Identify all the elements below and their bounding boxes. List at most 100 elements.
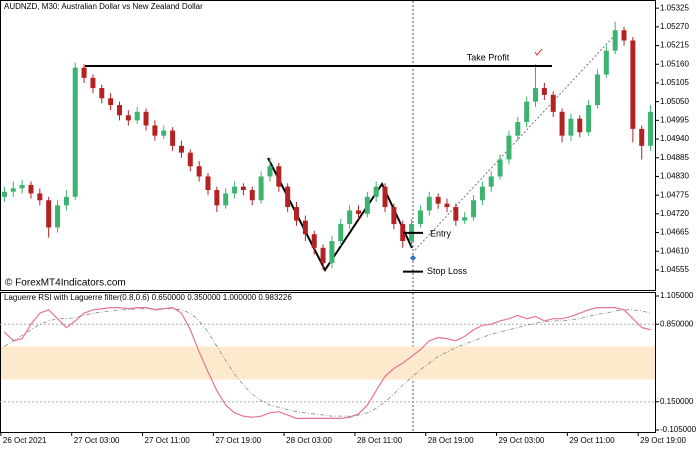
candle-body bbox=[294, 207, 300, 221]
candle-body bbox=[639, 128, 645, 146]
candle-body bbox=[258, 176, 264, 201]
x-tick-label: 28 Oct 03:00 bbox=[286, 436, 332, 445]
candle-body bbox=[594, 74, 600, 106]
candle-body bbox=[568, 118, 574, 136]
candle-body bbox=[391, 207, 397, 225]
indicator-title: Laguerre RSI with Laguerre filter(0.8,0.… bbox=[4, 293, 292, 302]
y-tick-label: 1.05050 bbox=[660, 97, 689, 106]
y-tick-label: 1.04830 bbox=[660, 172, 689, 181]
candle-body bbox=[28, 184, 34, 194]
candle-body bbox=[453, 207, 459, 221]
candle-body bbox=[373, 186, 379, 197]
candle-body bbox=[19, 184, 25, 189]
y-tick-label: 1.105000 bbox=[660, 291, 694, 300]
indicator-line bbox=[4, 306, 651, 419]
candle-body bbox=[267, 166, 273, 177]
candle-body bbox=[196, 166, 202, 177]
candle-body bbox=[116, 105, 122, 116]
candle-body bbox=[426, 196, 432, 211]
candle-body bbox=[214, 190, 220, 206]
candle-body bbox=[55, 205, 61, 228]
x-tick-label: 29 Oct 03:00 bbox=[499, 436, 545, 445]
candle-body bbox=[488, 176, 494, 187]
candle-body bbox=[550, 94, 556, 112]
indicator-panel-frame bbox=[0, 292, 656, 433]
candle-body bbox=[285, 186, 291, 208]
candle-body bbox=[630, 40, 636, 129]
check-mark bbox=[534, 48, 543, 56]
candle-body bbox=[240, 186, 246, 191]
x-tick-label: 29 Oct 11:00 bbox=[569, 436, 615, 445]
candle-body bbox=[338, 224, 344, 242]
main-panel-frame bbox=[0, 0, 656, 291]
x-tick-label: 26 Oct 2021 bbox=[3, 436, 47, 445]
candle-body bbox=[515, 122, 521, 136]
candle-body bbox=[444, 203, 450, 208]
candle-body bbox=[577, 118, 583, 133]
candle-body bbox=[603, 50, 609, 75]
candle-body bbox=[46, 200, 52, 228]
candle-body bbox=[178, 145, 184, 153]
x-tick-label: 29 Oct 19:00 bbox=[640, 436, 686, 445]
y-tick-label: 1.04610 bbox=[660, 246, 689, 255]
chart-title: AUDNZD, M30: Australian Dollar vs New Ze… bbox=[4, 2, 203, 11]
candle-body bbox=[170, 130, 176, 146]
candle-body bbox=[320, 247, 326, 264]
candle-body bbox=[161, 130, 167, 136]
candle-body bbox=[533, 88, 539, 102]
candle-body bbox=[187, 152, 193, 167]
watermark: © ForexMT4Indicators.com bbox=[5, 278, 126, 289]
candle-body bbox=[1, 191, 7, 197]
candle-body bbox=[400, 224, 406, 242]
y-tick-label: 0.150000 bbox=[660, 397, 694, 406]
candle-body bbox=[108, 98, 114, 106]
y-tick-label: 1.05160 bbox=[660, 59, 689, 68]
candle-body bbox=[382, 186, 388, 208]
candle-body bbox=[347, 210, 353, 225]
candle-body bbox=[311, 234, 317, 248]
y-tick-label: 1.04555 bbox=[660, 265, 689, 274]
candle-body bbox=[81, 67, 87, 78]
candle-body bbox=[63, 196, 69, 206]
candle-body bbox=[10, 188, 16, 192]
candle-body bbox=[462, 217, 468, 221]
zigzag-pattern bbox=[267, 157, 413, 272]
y-tick-label: 1.04885 bbox=[660, 153, 689, 162]
y-tick-label: -0.105000 bbox=[660, 425, 696, 434]
level-label: Take Profit bbox=[467, 52, 510, 62]
y-tick-label: 1.04665 bbox=[660, 228, 689, 237]
level-label: Entry bbox=[430, 228, 452, 238]
x-tick-label: 27 Oct 03:00 bbox=[74, 436, 120, 445]
y-tick-label: 0.850000 bbox=[660, 319, 694, 328]
candle-body bbox=[90, 77, 96, 89]
level-label: Stop Loss bbox=[427, 266, 468, 276]
candle-body bbox=[232, 186, 238, 194]
candle-body bbox=[497, 159, 503, 177]
candle-body bbox=[302, 220, 308, 235]
candle-body bbox=[621, 30, 627, 41]
candle-body bbox=[541, 88, 547, 95]
candle-body bbox=[134, 111, 140, 121]
candle-body bbox=[329, 241, 335, 264]
candle-body bbox=[223, 193, 229, 206]
y-tick-label: 1.04720 bbox=[660, 209, 689, 218]
y-tick-label: 1.05325 bbox=[660, 3, 689, 12]
y-tick-label: 1.05105 bbox=[660, 78, 689, 87]
candle-body bbox=[435, 196, 441, 204]
x-tick-label: 27 Oct 11:00 bbox=[145, 436, 191, 445]
candle-body bbox=[143, 111, 149, 126]
candle-body bbox=[559, 111, 565, 136]
x-tick-label: 27 Oct 19:00 bbox=[215, 436, 261, 445]
candle-body bbox=[125, 115, 131, 121]
candle-body bbox=[276, 166, 282, 187]
candle-body bbox=[99, 88, 105, 99]
candle-body bbox=[524, 101, 530, 123]
y-tick-label: 1.04775 bbox=[660, 190, 689, 199]
trend-line bbox=[414, 34, 616, 251]
candle-body bbox=[479, 186, 485, 201]
candle-body bbox=[72, 67, 78, 197]
candle-body bbox=[648, 111, 654, 146]
candle-body bbox=[612, 30, 618, 51]
candle-body bbox=[355, 210, 361, 214]
